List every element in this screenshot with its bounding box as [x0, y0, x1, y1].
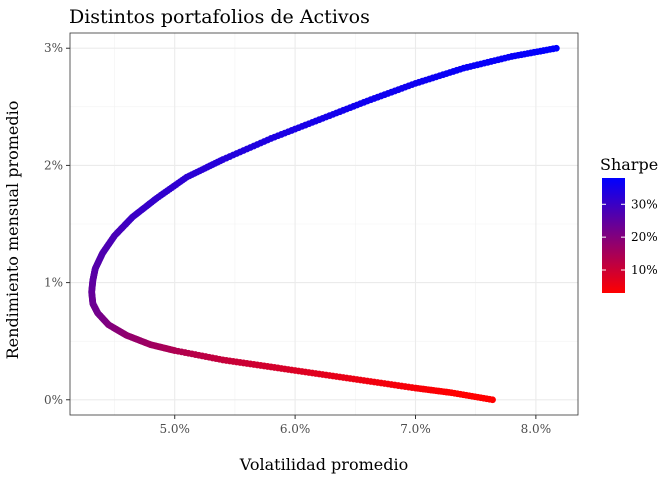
legend-title: Sharpe [600, 155, 658, 174]
data-point-392 [552, 44, 560, 52]
y-tick-label-3: 3% [44, 41, 63, 55]
legend-tick-label-2: 30% [631, 197, 658, 211]
y-tick-label-0: 0% [44, 393, 63, 407]
panel-border [69, 32, 579, 416]
x-tick-label-1: 6.0% [280, 422, 311, 436]
y-tick-label-2: 2% [44, 158, 63, 172]
chart-title: Distintos portafolios de Activos [69, 6, 370, 28]
legend-tick-label-0: 10% [631, 263, 658, 277]
plot-area: 5.0% 6.0% 7.0% 8.0% 0% 1% 2% 3% [44, 32, 579, 436]
x-axis-title: Volatilidad promedio [239, 455, 408, 474]
legend-colorbar [602, 178, 625, 293]
x-tick-label-3: 8.0% [521, 422, 552, 436]
x-tick-label-0: 5.0% [159, 422, 190, 436]
legend-tick-label-1: 20% [631, 230, 658, 244]
y-axis-title: Rendimiento mensual promedio [3, 101, 22, 360]
legend: Sharpe 10% 20% 30% [600, 155, 658, 293]
x-tick-label-2: 7.0% [400, 422, 431, 436]
y-tick-label-1: 1% [44, 276, 63, 290]
